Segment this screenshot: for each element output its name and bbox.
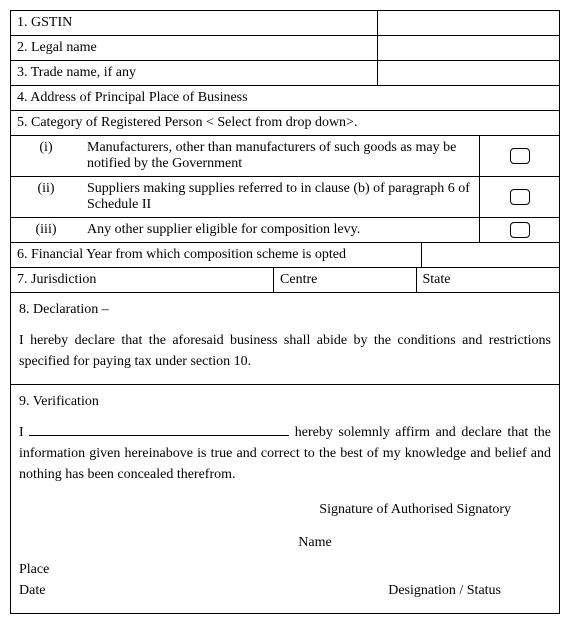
legal-name-label: 2. Legal name (11, 36, 378, 60)
category-checkbox-2[interactable] (510, 189, 530, 205)
category-num-1: (i) (11, 136, 81, 176)
declaration-text: I hereby declare that the aforesaid busi… (19, 330, 551, 372)
financial-year-label: 6. Financial Year from which composition… (11, 243, 422, 267)
category-check-cell-1 (479, 136, 559, 176)
category-num-2: (ii) (11, 177, 81, 217)
trade-name-value[interactable] (378, 61, 559, 85)
verification-header: 9. Verification (19, 391, 551, 412)
row-trade-name: 3. Trade name, if any (11, 61, 559, 86)
category-text-1: Manufacturers, other than manufacturers … (81, 136, 479, 176)
row-gstin: 1. GSTIN (11, 11, 559, 36)
category-check-cell-2 (479, 177, 559, 217)
category-checkbox-1[interactable] (510, 148, 530, 164)
row-legal-name: 2. Legal name (11, 36, 559, 61)
category-text-2: Suppliers making supplies referred to in… (81, 177, 479, 217)
name-label: Name (19, 532, 551, 553)
category-header-label: 5. Category of Registered Person < Selec… (11, 111, 559, 135)
verification-text: I hereby solemnly affirm and declare tha… (19, 422, 551, 485)
designation-label: Designation / Status (388, 580, 501, 601)
gst-form-table: 1. GSTIN 2. Legal name 3. Trade name, if… (10, 10, 560, 614)
row-declaration: 8. Declaration – I hereby declare that t… (11, 293, 559, 385)
jurisdiction-state: State (417, 268, 559, 292)
category-text-3: Any other supplier eligible for composit… (81, 218, 479, 242)
trade-name-label: 3. Trade name, if any (11, 61, 378, 85)
gstin-value[interactable] (378, 11, 559, 35)
row-financial-year: 6. Financial Year from which composition… (11, 243, 559, 268)
declaration-block: 8. Declaration – I hereby declare that t… (11, 293, 559, 384)
verification-suffix: hereby solemnly affirm and declare that … (19, 425, 551, 482)
row-address: 4. Address of Principal Place of Busines… (11, 86, 559, 111)
category-checkbox-3[interactable] (510, 222, 530, 238)
signature-label: Signature of Authorised Signatory (19, 499, 551, 520)
declaration-header: 8. Declaration – (19, 299, 551, 320)
place-designation-row: Place Date Designation / Status (19, 559, 551, 601)
gstin-label: 1. GSTIN (11, 11, 378, 35)
verification-prefix: I (19, 425, 29, 440)
row-category-header: 5. Category of Registered Person < Selec… (11, 111, 559, 136)
financial-year-value[interactable] (422, 243, 559, 267)
category-row-3: (iii) Any other supplier eligible for co… (11, 218, 559, 243)
jurisdiction-label: 7. Jurisdiction (11, 268, 274, 292)
category-check-cell-3 (479, 218, 559, 242)
category-row-2: (ii) Suppliers making supplies referred … (11, 177, 559, 218)
legal-name-value[interactable] (378, 36, 559, 60)
address-label: 4. Address of Principal Place of Busines… (11, 86, 559, 110)
verification-block: 9. Verification I hereby solemnly affirm… (11, 385, 559, 613)
verification-blank[interactable] (29, 435, 289, 436)
place-label: Place (19, 559, 49, 580)
row-verification: 9. Verification I hereby solemnly affirm… (11, 385, 559, 613)
category-num-3: (iii) (11, 218, 81, 242)
category-row-1: (i) Manufacturers, other than manufactur… (11, 136, 559, 177)
row-jurisdiction: 7. Jurisdiction Centre State (11, 268, 559, 293)
jurisdiction-centre: Centre (274, 268, 416, 292)
date-label: Date (19, 580, 49, 601)
